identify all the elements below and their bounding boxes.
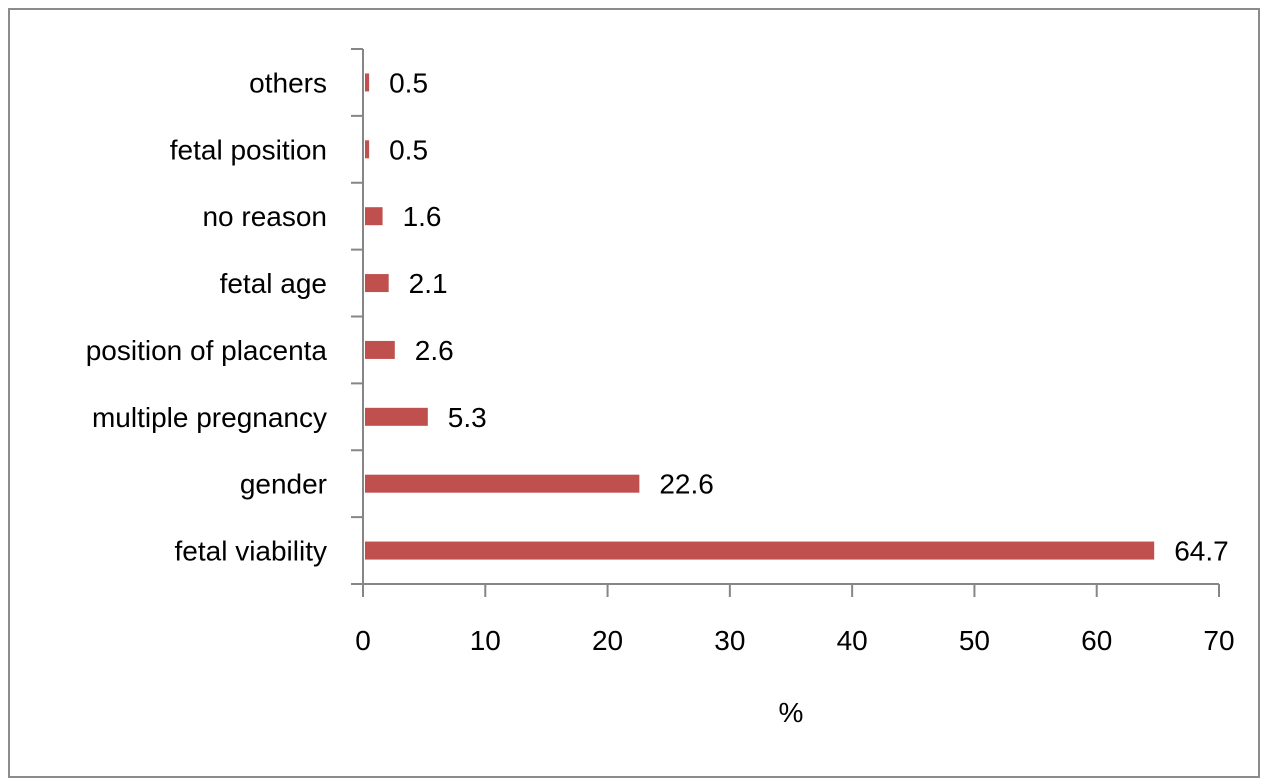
value-label-fetal-age: 2.1 — [409, 268, 448, 299]
category-label-no-reason: no reason — [202, 201, 327, 232]
x-tick-label-40: 40 — [837, 625, 868, 656]
x-tick-label-0: 0 — [355, 625, 371, 656]
bar-fetal-viability — [365, 541, 1155, 560]
x-tick-label-30: 30 — [714, 625, 745, 656]
category-label-multiple-pregnancy: multiple pregnancy — [92, 402, 327, 433]
category-label-others: others — [249, 67, 327, 98]
bar-gender — [365, 474, 640, 493]
chart-frame — [8, 8, 1260, 778]
bar-others — [365, 73, 370, 92]
value-label-multiple-pregnancy: 5.3 — [448, 402, 487, 433]
value-label-no-reason: 1.6 — [403, 201, 442, 232]
bars-layer — [365, 73, 1155, 560]
x-tick-label-20: 20 — [592, 625, 623, 656]
value-label-position-of-placenta: 2.6 — [415, 335, 454, 366]
category-label-fetal-viability: fetal viability — [174, 536, 327, 567]
value-label-gender: 22.6 — [659, 469, 714, 500]
x-tick-label-50: 50 — [959, 625, 990, 656]
labels-layer: fetal viability 64.7 gender 22.6 multiple pr… — [86, 67, 1235, 656]
x-tick-label-60: 60 — [1081, 625, 1112, 656]
bar-fetal-age — [365, 274, 389, 293]
value-label-fetal-position: 0.5 — [389, 134, 428, 165]
category-label-position-of-placenta: position of placenta — [86, 335, 328, 366]
x-tick-label-70: 70 — [1203, 625, 1234, 656]
x-axis-title: % — [779, 697, 804, 728]
bar-position-of-placenta — [365, 340, 395, 359]
category-label-fetal-position: fetal position — [170, 134, 327, 165]
value-label-others: 0.5 — [389, 67, 428, 98]
x-tick-label-10: 10 — [470, 625, 501, 656]
category-label-gender: gender — [240, 469, 327, 500]
category-label-fetal-age: fetal age — [220, 268, 327, 299]
axis-layer — [351, 48, 1220, 597]
bar-no-reason — [365, 207, 383, 226]
bar-fetal-position — [365, 140, 370, 159]
value-label-fetal-viability: 64.7 — [1174, 536, 1229, 567]
bar-multiple-pregnancy — [365, 407, 428, 426]
